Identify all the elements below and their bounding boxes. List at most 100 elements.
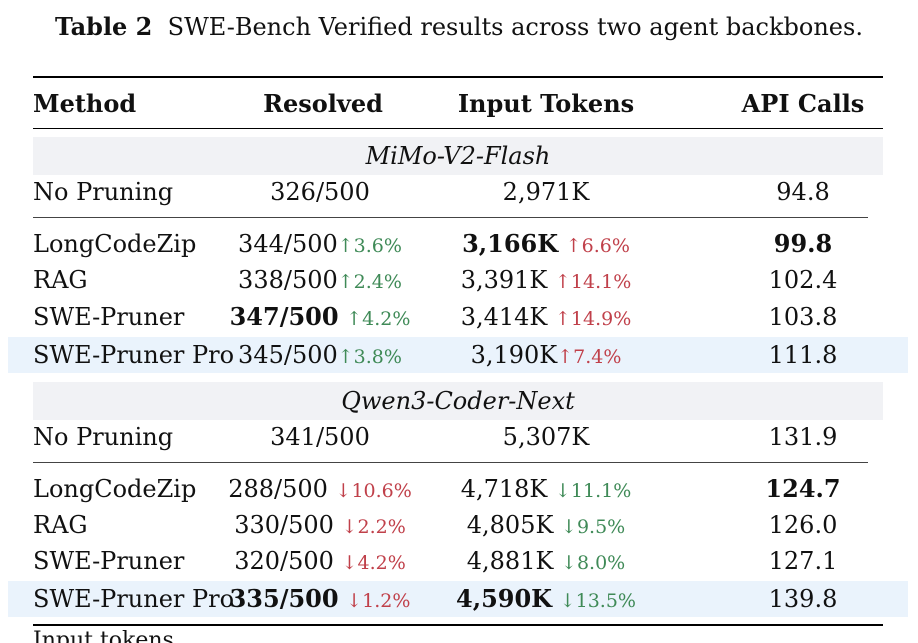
table-label: Table 2 (55, 12, 153, 41)
tokens-delta: ↑14.1% (555, 271, 632, 293)
table-row: SWE-Pruner Pro 335/500 ↓1.2% 4,590K ↓13.… (33, 581, 883, 617)
api-cell: 127.1 (768, 547, 838, 575)
table-row: SWE-Pruner Pro 345/500↑3.8% 3,190K↑7.4% … (33, 337, 883, 373)
table-row: SWE-Pruner 320/500 ↓4.2% 4,881K ↓8.0% 12… (33, 543, 883, 579)
bottom-rule (33, 624, 883, 626)
tokens-delta: ↓8.0% (561, 552, 626, 574)
tokens-value: 2,971K (502, 178, 590, 206)
baseline-rule (33, 217, 868, 218)
method-cell: LongCodeZip (33, 475, 197, 503)
tokens-value: 4,718K (460, 475, 548, 503)
tokens-cell: 5,307K (406, 419, 686, 455)
tokens-value: 3,190K (470, 341, 558, 369)
tokens-delta: ↑7.4% (557, 346, 622, 368)
method-cell: RAG (33, 511, 88, 539)
tokens-value: 4,805K (466, 511, 554, 539)
api-cell: 99.8 (773, 229, 833, 258)
tokens-cell: 3,190K↑7.4% (406, 337, 686, 375)
tokens-delta: ↓11.1% (555, 480, 632, 502)
header-api-calls: API Calls (741, 89, 865, 118)
resolved-delta: ↓1.2% (346, 590, 411, 612)
highlight-band (8, 337, 908, 373)
table-caption-text: SWE-Bench Verified results across two ag… (167, 13, 863, 41)
tokens-cell: 4,590K ↓13.5% (406, 581, 686, 619)
tokens-value: 5,307K (502, 423, 590, 451)
resolved-value: 335/500 (229, 584, 339, 613)
resolved-value: 344/500 (238, 230, 338, 258)
method-cell: SWE-Pruner (33, 303, 185, 331)
resolved-cell: 338/500↑2.4% (170, 262, 470, 300)
method-cell: No Pruning (33, 178, 174, 206)
tokens-cell: 3,391K ↑14.1% (406, 262, 686, 300)
group-label: MiMo-V2-Flash (33, 137, 883, 175)
top-rule (33, 76, 883, 78)
resolved-value: 326/500 (270, 178, 370, 206)
method-cell: SWE-Pruner Pro (33, 585, 235, 613)
tokens-value: 3,166K (462, 229, 559, 258)
tokens-delta: ↑6.6% (565, 235, 630, 257)
resolved-value: 347/500 (229, 302, 339, 331)
method-cell: SWE-Pruner (33, 547, 185, 575)
tokens-value: 4,590K (456, 584, 553, 613)
tokens-cell: 2,971K (406, 174, 686, 210)
group-label: Qwen3-Coder-Next (33, 382, 883, 420)
tokens-cell: 4,718K ↓11.1% (406, 471, 686, 509)
header-method: Method (33, 89, 137, 118)
resolved-cell: 344/500↑3.6% (170, 226, 470, 264)
highlight-band (8, 581, 908, 617)
resolved-cell: 320/500 ↓4.2% (170, 543, 470, 581)
table-row: LongCodeZip 288/500 ↓10.6% 4,718K ↓11.1%… (33, 471, 883, 507)
method-cell: RAG (33, 266, 88, 294)
resolved-delta: ↓10.6% (335, 480, 412, 502)
api-cell: 103.8 (768, 303, 838, 331)
table-row: SWE-Pruner 347/500 ↑4.2% 3,414K ↑14.9% 1… (33, 299, 883, 335)
tokens-value: 3,414K (460, 303, 548, 331)
api-cell: 126.0 (768, 511, 838, 539)
resolved-cell: 326/500 (170, 174, 470, 210)
api-cell: 124.7 (765, 474, 841, 503)
table-row: No Pruning 341/500 5,307K 131.9 (33, 419, 883, 455)
table-row: RAG 330/500 ↓2.2% 4,805K ↓9.5% 126.0 (33, 507, 883, 543)
api-cell: 102.4 (768, 266, 838, 294)
table-header: Method Resolved Input Tokens API Calls (33, 84, 883, 124)
resolved-cell: 335/500 ↓1.2% (170, 581, 470, 619)
tokens-value: 4,881K (466, 547, 554, 575)
method-cell: No Pruning (33, 423, 174, 451)
resolved-delta: ↑2.4% (337, 271, 402, 293)
method-cell: SWE-Pruner Pro (33, 341, 235, 369)
tokens-cell: 3,166K ↑6.6% (406, 226, 686, 264)
cut-off-body-text: Input tokens ... ... ... ... (33, 630, 286, 643)
table-row: RAG 338/500↑2.4% 3,391K ↑14.1% 102.4 (33, 262, 883, 298)
tokens-delta: ↓13.5% (559, 590, 636, 612)
resolved-value: 330/500 (234, 511, 334, 539)
table-row: LongCodeZip 344/500↑3.6% 3,166K ↑6.6% 99… (33, 226, 883, 262)
resolved-delta: ↑3.6% (337, 235, 402, 257)
resolved-cell: 341/500 (170, 419, 470, 455)
header-rule (33, 128, 883, 129)
resolved-value: 338/500 (238, 266, 338, 294)
resolved-cell: 288/500 ↓10.6% (170, 471, 470, 509)
tokens-delta: ↓9.5% (561, 516, 626, 538)
tokens-delta: ↑14.9% (555, 308, 632, 330)
table-row: No Pruning 326/500 2,971K 94.8 (33, 174, 883, 210)
resolved-value: 341/500 (270, 423, 370, 451)
tokens-value: 3,391K (460, 266, 548, 294)
resolved-delta: ↓2.2% (341, 516, 406, 538)
api-cell: 139.8 (768, 585, 838, 613)
resolved-delta: ↑3.8% (337, 346, 402, 368)
header-input-tokens: Input Tokens (457, 89, 635, 118)
table-caption: Table 2 SWE-Bench Verified results acros… (0, 10, 918, 44)
resolved-delta: ↑4.2% (346, 308, 411, 330)
resolved-value: 288/500 (228, 475, 328, 503)
resolved-value: 320/500 (234, 547, 334, 575)
resolved-cell: 330/500 ↓2.2% (170, 507, 470, 545)
header-resolved: Resolved (263, 89, 383, 118)
resolved-value: 345/500 (238, 341, 338, 369)
resolved-delta: ↓4.2% (341, 552, 406, 574)
api-cell: 131.9 (768, 423, 838, 451)
method-cell: LongCodeZip (33, 230, 197, 258)
tokens-cell: 4,805K ↓9.5% (406, 507, 686, 545)
api-cell: 111.8 (768, 341, 838, 369)
resolved-cell: 345/500↑3.8% (170, 337, 470, 375)
baseline-rule (33, 462, 868, 463)
